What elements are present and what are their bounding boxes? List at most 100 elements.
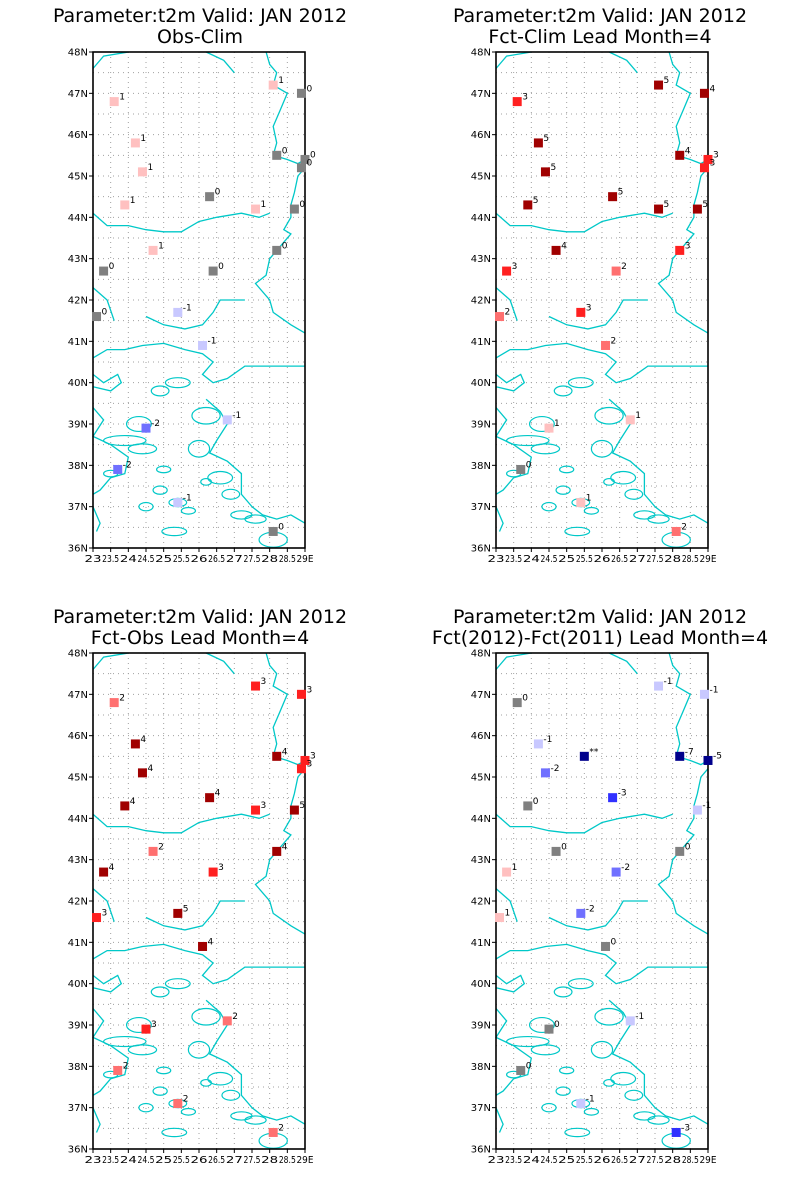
station-value-label: 0 bbox=[310, 150, 316, 160]
station-marker bbox=[692, 805, 702, 815]
station-marker bbox=[148, 846, 158, 856]
station-marker bbox=[675, 150, 685, 160]
lat-tick-label: 42N bbox=[471, 897, 491, 908]
station-marker bbox=[205, 192, 215, 202]
lon-tick-label: 29E bbox=[700, 1155, 717, 1166]
island-outline bbox=[603, 1078, 615, 1087]
station-value-label: 0 bbox=[685, 842, 691, 852]
station-marker bbox=[296, 764, 306, 774]
lon-tick-label: 25.5 bbox=[576, 554, 593, 565]
station-marker bbox=[251, 805, 261, 815]
station-value-label: 1 bbox=[147, 163, 153, 173]
lon-tick-label: 23 bbox=[488, 1155, 505, 1166]
station-value-label: -1 bbox=[702, 801, 711, 811]
island-outline bbox=[530, 443, 561, 455]
island-outline bbox=[610, 470, 637, 485]
station-marker bbox=[495, 913, 505, 923]
station-value-label: 1 bbox=[505, 909, 511, 919]
lat-tick-label: 41N bbox=[471, 938, 491, 949]
station-marker bbox=[608, 192, 618, 202]
station-marker bbox=[289, 204, 299, 214]
lat-tick-label: 41N bbox=[68, 938, 88, 949]
lon-tick-label: 25 bbox=[155, 554, 172, 565]
panel-title-line1: Parameter:t2m Valid: JAN 2012 bbox=[453, 606, 747, 628]
station-value-label: 3 bbox=[151, 1020, 157, 1030]
island-outline bbox=[647, 1115, 670, 1125]
station-marker bbox=[692, 204, 702, 214]
station-marker bbox=[251, 204, 261, 214]
island-outline bbox=[559, 1066, 575, 1075]
lon-tick-label: 23.5 bbox=[505, 554, 522, 565]
island-outline bbox=[152, 1086, 168, 1096]
island-outline bbox=[230, 510, 253, 520]
panel-title-line2: Fct-Clim Lead Month=4 bbox=[488, 26, 711, 48]
map-panel-fct-diff: Parameter:t2m Valid: JAN 2012Fct(2012)-F… bbox=[432, 606, 768, 1166]
station-markers: 0 -1 -1 -1 -7 -5 -2 ** -3 0 -1 0 0 1 -2 -2 1 0 0 -1 0 -1 -3 bbox=[495, 677, 722, 1137]
station-value-label: 2 bbox=[611, 336, 617, 346]
station-value-label: 3 bbox=[306, 760, 312, 770]
station-marker bbox=[576, 498, 586, 508]
lat-tick-label: 39N bbox=[471, 1021, 491, 1032]
station-value-label: -1 bbox=[543, 735, 552, 745]
coastline bbox=[92, 342, 305, 384]
island-outline bbox=[191, 1007, 221, 1026]
lon-tick-label: 29E bbox=[700, 554, 717, 565]
coastlines bbox=[92, 652, 306, 1149]
island-outline bbox=[103, 434, 147, 447]
lon-tick-label: 29E bbox=[297, 554, 314, 565]
coastline bbox=[205, 652, 235, 675]
island-outline bbox=[187, 439, 211, 458]
station-value-label: -2 bbox=[550, 764, 559, 774]
lat-tick-label: 46N bbox=[471, 731, 491, 742]
station-marker bbox=[141, 1024, 151, 1034]
station-marker bbox=[251, 681, 261, 691]
station-marker bbox=[544, 1024, 554, 1034]
coastline bbox=[495, 943, 708, 985]
station-value-label: 5 bbox=[550, 163, 556, 173]
island-outline bbox=[647, 514, 670, 524]
lon-tick-label: 23.5 bbox=[102, 1155, 119, 1166]
coastline bbox=[608, 51, 638, 74]
island-outline bbox=[164, 978, 191, 990]
coastline bbox=[495, 287, 518, 321]
lat-tick-label: 42N bbox=[68, 296, 88, 307]
island-outline bbox=[187, 1040, 211, 1059]
station-marker bbox=[120, 200, 130, 210]
station-value-label: 0 bbox=[102, 308, 108, 318]
coastline bbox=[495, 506, 504, 532]
station-value-label: 1 bbox=[119, 93, 125, 103]
lon-tick-label: 26 bbox=[594, 554, 611, 565]
island-outline bbox=[541, 1102, 557, 1113]
island-outline bbox=[583, 1107, 600, 1116]
lon-tick-label: 26.5 bbox=[208, 554, 225, 565]
station-value-label: 1 bbox=[158, 241, 164, 251]
lon-tick-label: 28.5 bbox=[682, 554, 699, 565]
lon-tick-label: 25.5 bbox=[173, 1155, 190, 1166]
station-value-label: 1 bbox=[130, 196, 136, 206]
coastlines bbox=[495, 652, 709, 1149]
station-value-label: ** bbox=[589, 747, 599, 757]
lat-tick-label: 40N bbox=[471, 979, 491, 990]
station-value-label: 3 bbox=[261, 801, 267, 811]
lon-tick-label: 28 bbox=[261, 1155, 278, 1166]
station-marker bbox=[601, 941, 611, 951]
panel-title-line1: Parameter:t2m Valid: JAN 2012 bbox=[53, 5, 347, 27]
station-marker bbox=[608, 793, 618, 803]
station-marker bbox=[699, 163, 709, 173]
lon-tick-label: 24 bbox=[120, 554, 137, 565]
station-value-label: 4 bbox=[282, 747, 288, 757]
lat-tick-label: 42N bbox=[68, 897, 88, 908]
station-marker bbox=[516, 1065, 526, 1075]
station-value-label: 0 bbox=[533, 797, 539, 807]
station-value-label: -5 bbox=[713, 751, 722, 761]
station-marker bbox=[296, 689, 306, 699]
island-outline bbox=[150, 986, 170, 998]
station-marker bbox=[654, 80, 664, 90]
map-gridlines bbox=[93, 653, 305, 1149]
island-outline bbox=[200, 477, 212, 486]
station-value-label: -1 bbox=[664, 677, 673, 687]
station-value-label: 5 bbox=[183, 904, 189, 914]
lon-tick-label: 23.5 bbox=[505, 1155, 522, 1166]
coastline bbox=[265, 652, 306, 766]
